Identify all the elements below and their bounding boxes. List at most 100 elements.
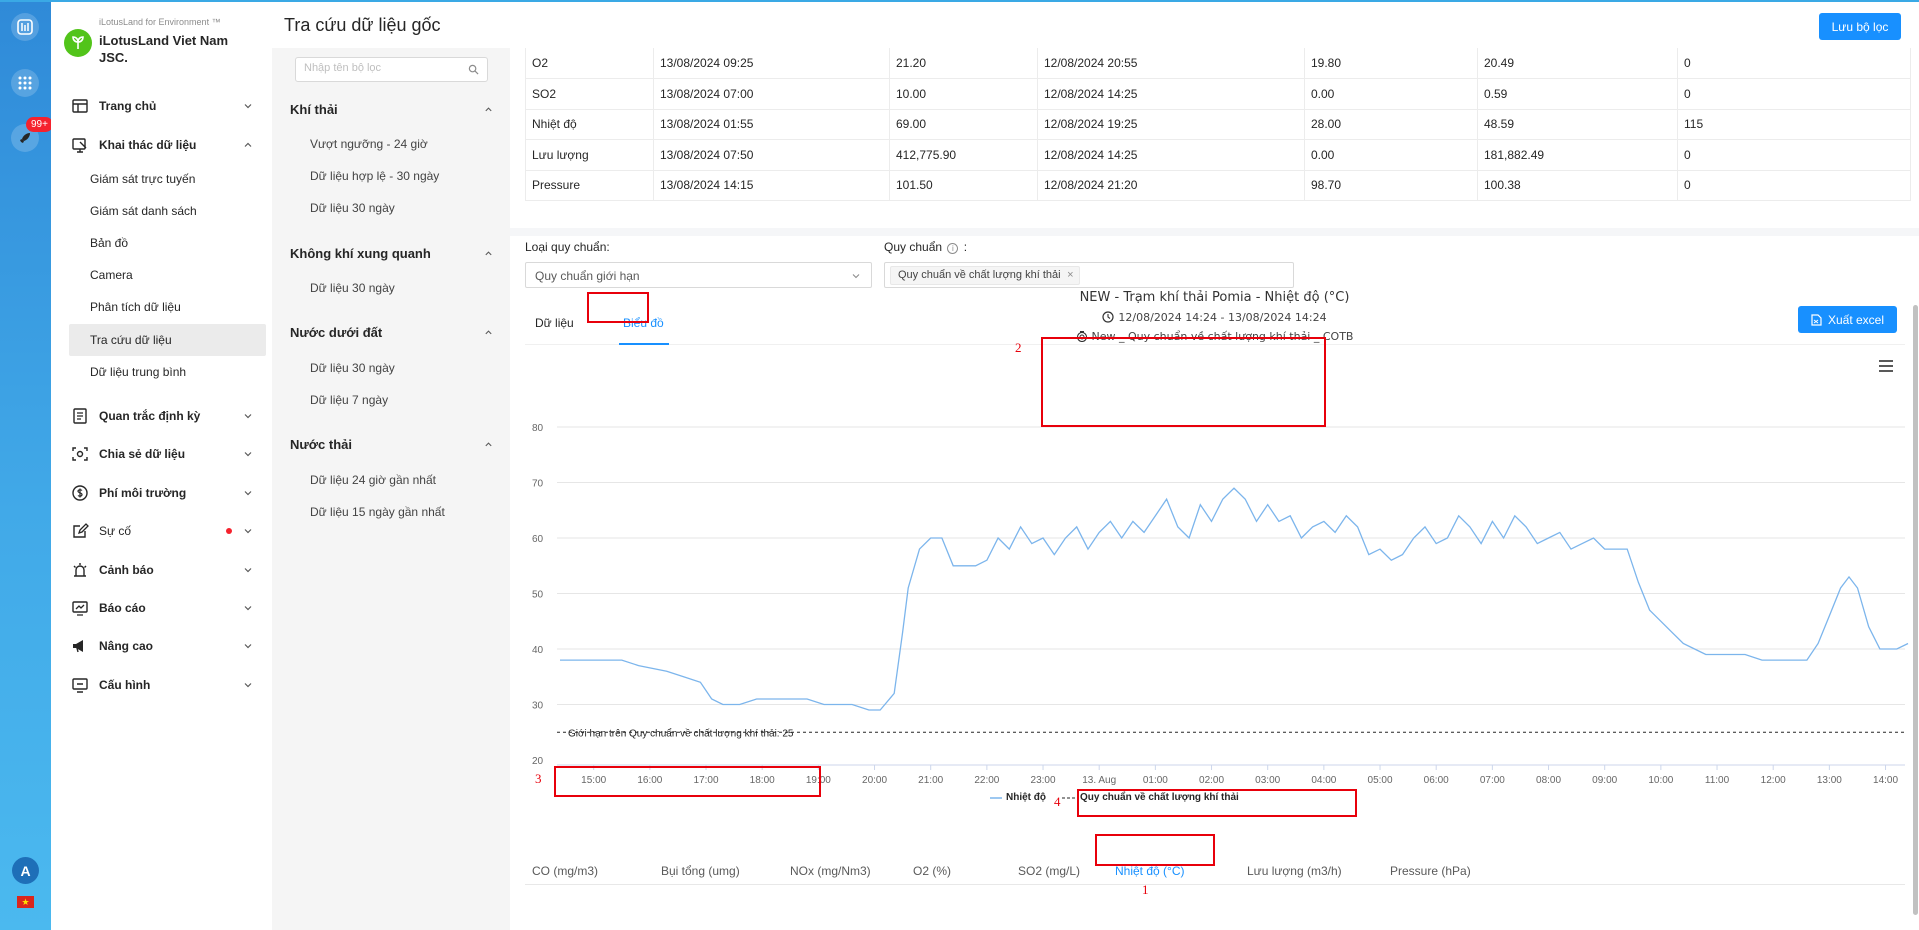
export-excel-button[interactable]: Xuất excel [1798, 306, 1897, 333]
x-tick-label: 18:00 [750, 775, 775, 786]
table-cell: 0 [1677, 78, 1911, 110]
table-cell: Pressure [525, 169, 654, 201]
menu-item-label: Phí môi trường [99, 486, 187, 500]
menu-item-incident[interactable]: Sự cố [51, 515, 272, 547]
tab-param-temperature[interactable]: Nhiệt độ (°C) [1115, 864, 1185, 878]
chart-title: NEW - Trạm khí thải Pomia - Nhiệt độ (°C… [1079, 290, 1350, 305]
standard-type-select[interactable]: Quy chuẩn giới hạn [525, 262, 872, 288]
clock-icon [1102, 311, 1115, 323]
filter-group-groundwater[interactable]: Nước dưới đất [290, 325, 492, 340]
tab-param-o2[interactable]: O2 (%) [913, 864, 952, 878]
tab-chart[interactable]: Biểu đồ [623, 316, 664, 330]
standard-label-text: Quy chuẩn [884, 240, 943, 254]
x-tick-label: 17:00 [694, 775, 719, 786]
menu-item-advanced[interactable]: Nâng cao [51, 630, 272, 662]
brand-logo-icon [64, 29, 92, 57]
app-home-icon[interactable] [11, 13, 39, 41]
filter-item[interactable]: Dữ liệu 7 ngày [310, 393, 389, 407]
filter-group-exhaust[interactable]: Khí thải [290, 102, 492, 117]
chevron-down-icon [244, 529, 252, 534]
submenu-online-monitoring[interactable]: Giám sát trực tuyến [69, 163, 266, 195]
filter-item[interactable]: Dữ liệu 15 ngày gần nhất [310, 505, 445, 519]
tab-param-nox[interactable]: NOx (mg/Nm3) [790, 864, 871, 878]
notification-badge: 99+ [26, 117, 53, 132]
filter-item[interactable]: Dữ liệu 24 giờ gần nhất [310, 473, 436, 487]
tab-param-flow[interactable]: Lưu lượng (m3/h) [1247, 864, 1342, 878]
chevron-down-icon [852, 274, 860, 279]
parameter-tabs: CO (mg/m3) Bụi tổng (umg) NOx (mg/Nm3) O… [525, 834, 1905, 885]
legend-item-standard[interactable]: Quy chuẩn về chất lượng khí thải [1080, 792, 1239, 803]
tab-param-dust[interactable]: Bụi tổng (umg) [661, 864, 740, 878]
x-tick-label: 23:00 [1031, 775, 1056, 786]
save-filter-button[interactable]: Lưu bộ lọc [1819, 13, 1901, 40]
info-icon[interactable]: i [947, 243, 959, 254]
temperature-line-chart: 20 30 40 50 60 70 80 15:00 16:00 17:00 18:00 19:00 2… [532, 423, 1909, 786]
page-title: Tra cứu dữ liệu gốc [284, 15, 441, 35]
filter-group-wastewater[interactable]: Nước thải [290, 437, 492, 452]
filter-item[interactable]: Vượt ngưỡng - 24 giờ [310, 137, 428, 151]
annotation-box-legend [1077, 789, 1357, 817]
submenu-average-data[interactable]: Dữ liệu trung bình [69, 356, 266, 388]
filter-group-ambient-air[interactable]: Không khí xung quanh [290, 246, 492, 261]
x-tick-label: 19:00 [806, 775, 831, 786]
annotation-box-chart-tab [587, 292, 649, 323]
menu-item-home[interactable]: Trang chủ [51, 90, 272, 122]
filter-item[interactable]: Dữ liệu 30 ngày [310, 281, 395, 295]
menu-item-label: Nâng cao [99, 639, 154, 653]
submenu-label: Bản đồ [90, 236, 129, 250]
home-icon [72, 99, 88, 113]
standard-multi-select[interactable]: Quy chuẩn về chất lượng khí thải × [884, 262, 1294, 288]
x-tick-label: 10:00 [1648, 775, 1673, 786]
config-icon [72, 678, 88, 693]
x-tick-label: 22:00 [974, 775, 999, 786]
filter-group-title: Nước thải [290, 437, 352, 452]
page-scrollbar[interactable] [1913, 305, 1918, 915]
legend-line-swatch [990, 796, 1002, 799]
menu-item-config[interactable]: Cấu hình [51, 669, 272, 701]
filter-search-box[interactable] [295, 57, 488, 82]
filter-item[interactable]: Dữ liệu hợp lệ - 30 ngày [310, 169, 440, 183]
share-icon [72, 447, 88, 461]
filter-item[interactable]: Dữ liệu 30 ngày [310, 361, 395, 375]
section-divider [510, 228, 1919, 236]
x-tick-label: 08:00 [1536, 775, 1561, 786]
filter-item[interactable]: Dữ liệu 30 ngày [310, 201, 395, 215]
menu-item-share[interactable]: Chia sẻ dữ liệu [51, 438, 272, 470]
x-tick-label: 13:00 [1817, 775, 1842, 786]
chart-menu-icon[interactable] [1879, 360, 1893, 372]
search-icon[interactable] [468, 64, 479, 75]
chevron-down-icon [244, 104, 252, 109]
x-tick-label: 01:00 [1143, 775, 1168, 786]
table-cell: 0 [1677, 48, 1911, 79]
submenu-data-lookup[interactable]: Tra cứu dữ liệu [69, 324, 266, 356]
submenu-camera[interactable]: Camera [69, 259, 266, 291]
tab-param-co[interactable]: CO (mg/m3) [532, 864, 598, 878]
filter-search-input[interactable] [304, 62, 454, 74]
user-avatar[interactable]: A [12, 857, 39, 884]
tab-param-so2[interactable]: SO2 (mg/L) [1018, 864, 1081, 878]
menu-item-label: Cảnh báo [99, 563, 154, 577]
chevron-up-icon [244, 142, 252, 147]
table-cell: 12/08/2024 14:25 [1037, 78, 1305, 110]
x-tick-label: 21:00 [918, 775, 943, 786]
menu-item-fee[interactable]: Phí môi trường [51, 477, 272, 509]
x-tick-label: 11:00 [1705, 775, 1730, 786]
menu-item-data-mining[interactable]: Khai thác dữ liệu [51, 129, 272, 161]
tab-data[interactable]: Dữ liệu [535, 316, 574, 330]
menu-item-report[interactable]: Báo cáo [51, 592, 272, 624]
table-cell: 0.59 [1477, 78, 1678, 110]
submenu-list-monitoring[interactable]: Giám sát danh sách [69, 195, 266, 227]
close-icon[interactable]: × [1067, 269, 1074, 281]
apps-grid-icon[interactable] [11, 69, 39, 97]
x-tick-label: 05:00 [1368, 775, 1393, 786]
vietnam-flag-icon[interactable]: ★ [17, 896, 34, 908]
menu-item-periodic[interactable]: Quan trắc định kỳ [51, 400, 272, 432]
y-tick-label: 50 [532, 590, 544, 601]
submenu-data-analysis[interactable]: Phân tích dữ liệu [69, 291, 266, 323]
tab-param-pressure[interactable]: Pressure (hPa) [1390, 864, 1471, 878]
menu-item-alarm[interactable]: Cảnh báo [51, 554, 272, 586]
chevron-up-icon [485, 330, 492, 335]
submenu-map[interactable]: Bản đồ [69, 227, 266, 259]
legend-item-temperature[interactable]: Nhiệt độ [1006, 792, 1046, 803]
table-cell: 181,882.49 [1477, 139, 1678, 171]
